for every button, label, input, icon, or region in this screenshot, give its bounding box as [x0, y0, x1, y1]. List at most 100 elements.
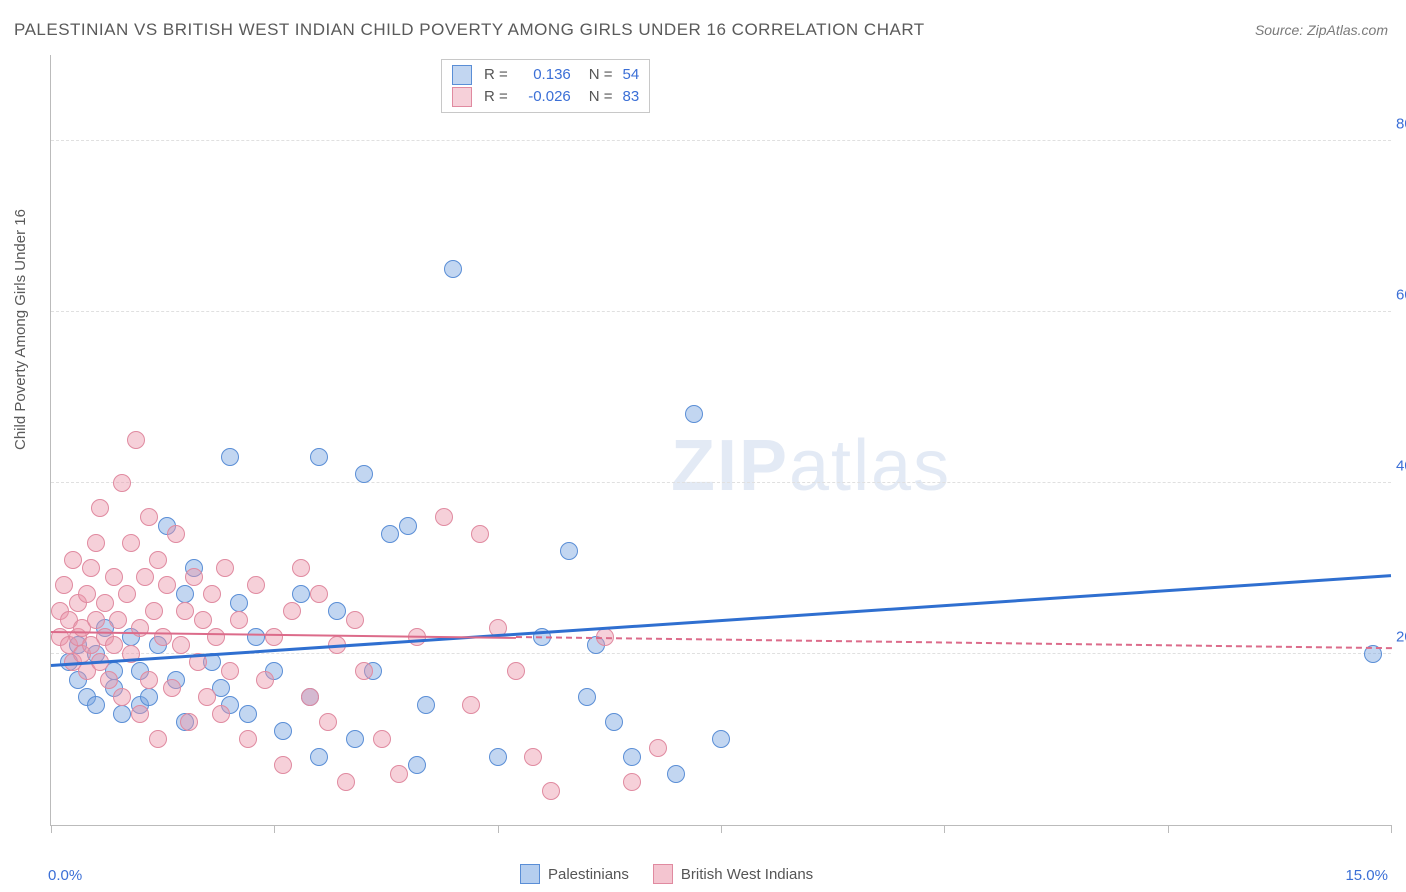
scatter-point	[507, 662, 525, 680]
scatter-point	[180, 713, 198, 731]
legend-item: Palestinians	[520, 864, 629, 884]
scatter-point	[221, 662, 239, 680]
scatter-point	[194, 611, 212, 629]
x-tick	[721, 825, 722, 833]
scatter-plot-area: R =0.136N =54R =-0.026N =83 ZIPatlas 20.…	[50, 55, 1391, 826]
scatter-point	[274, 756, 292, 774]
x-tick	[1168, 825, 1169, 833]
n-label: N =	[589, 64, 613, 86]
gridline	[51, 140, 1391, 141]
legend-swatch	[452, 87, 472, 107]
x-tick	[51, 825, 52, 833]
legend-swatch	[452, 65, 472, 85]
y-tick-label: 40.0%	[1396, 457, 1406, 474]
trend-line	[516, 636, 1391, 649]
x-tick	[498, 825, 499, 833]
r-label: R =	[484, 86, 508, 108]
scatter-point	[256, 671, 274, 689]
n-value: 83	[623, 86, 640, 108]
scatter-point	[667, 765, 685, 783]
scatter-point	[524, 748, 542, 766]
scatter-point	[82, 559, 100, 577]
legend-swatch	[520, 864, 540, 884]
scatter-point	[489, 748, 507, 766]
scatter-point	[149, 551, 167, 569]
scatter-point	[113, 705, 131, 723]
scatter-point	[122, 534, 140, 552]
legend-label: Palestinians	[548, 866, 629, 883]
scatter-point	[319, 713, 337, 731]
legend-label: British West Indians	[681, 866, 813, 883]
legend-row: R =0.136N =54	[452, 64, 639, 86]
scatter-point	[100, 671, 118, 689]
scatter-point	[292, 559, 310, 577]
scatter-point	[417, 696, 435, 714]
scatter-point	[685, 405, 703, 423]
x-axis-min-label: 0.0%	[48, 867, 82, 884]
r-value: -0.026	[516, 86, 571, 108]
x-tick	[944, 825, 945, 833]
scatter-point	[131, 705, 149, 723]
scatter-point	[462, 696, 480, 714]
x-tick	[1391, 825, 1392, 833]
scatter-point	[649, 739, 667, 757]
scatter-point	[87, 534, 105, 552]
scatter-point	[337, 773, 355, 791]
scatter-point	[373, 730, 391, 748]
scatter-point	[247, 576, 265, 594]
scatter-point	[140, 508, 158, 526]
scatter-point	[435, 508, 453, 526]
scatter-point	[176, 585, 194, 603]
scatter-point	[355, 662, 373, 680]
scatter-point	[310, 448, 328, 466]
scatter-point	[55, 576, 73, 594]
scatter-point	[444, 260, 462, 278]
scatter-point	[127, 431, 145, 449]
scatter-point	[408, 756, 426, 774]
scatter-point	[471, 525, 489, 543]
scatter-point	[292, 585, 310, 603]
scatter-point	[136, 568, 154, 586]
scatter-point	[239, 730, 257, 748]
scatter-point	[140, 688, 158, 706]
r-value: 0.136	[516, 64, 571, 86]
scatter-point	[176, 602, 194, 620]
y-tick-label: 20.0%	[1396, 628, 1406, 645]
scatter-point	[381, 525, 399, 543]
scatter-point	[158, 576, 176, 594]
scatter-point	[105, 636, 123, 654]
scatter-point	[355, 465, 373, 483]
scatter-point	[301, 688, 319, 706]
scatter-point	[578, 688, 596, 706]
n-value: 54	[623, 64, 640, 86]
y-tick-label: 80.0%	[1396, 115, 1406, 132]
scatter-point	[163, 679, 181, 697]
scatter-point	[207, 628, 225, 646]
scatter-point	[310, 748, 328, 766]
scatter-point	[390, 765, 408, 783]
scatter-point	[145, 602, 163, 620]
series-legend: Palestinians British West Indians	[520, 864, 813, 884]
scatter-point	[212, 705, 230, 723]
scatter-point	[542, 782, 560, 800]
y-axis-label: Child Poverty Among Girls Under 16	[12, 209, 29, 450]
n-label: N =	[589, 86, 613, 108]
scatter-point	[623, 748, 641, 766]
scatter-point	[167, 525, 185, 543]
scatter-point	[283, 602, 301, 620]
scatter-point	[109, 611, 127, 629]
scatter-point	[605, 713, 623, 731]
scatter-point	[64, 551, 82, 569]
scatter-point	[247, 628, 265, 646]
correlation-legend: R =0.136N =54R =-0.026N =83	[441, 59, 650, 113]
scatter-point	[230, 594, 248, 612]
scatter-point	[346, 611, 364, 629]
scatter-point	[113, 688, 131, 706]
gridline	[51, 311, 1391, 312]
scatter-point	[560, 542, 578, 560]
scatter-point	[239, 705, 257, 723]
scatter-point	[328, 602, 346, 620]
watermark: ZIPatlas	[671, 425, 951, 507]
source-attribution: Source: ZipAtlas.com	[1255, 22, 1388, 38]
scatter-point	[154, 628, 172, 646]
